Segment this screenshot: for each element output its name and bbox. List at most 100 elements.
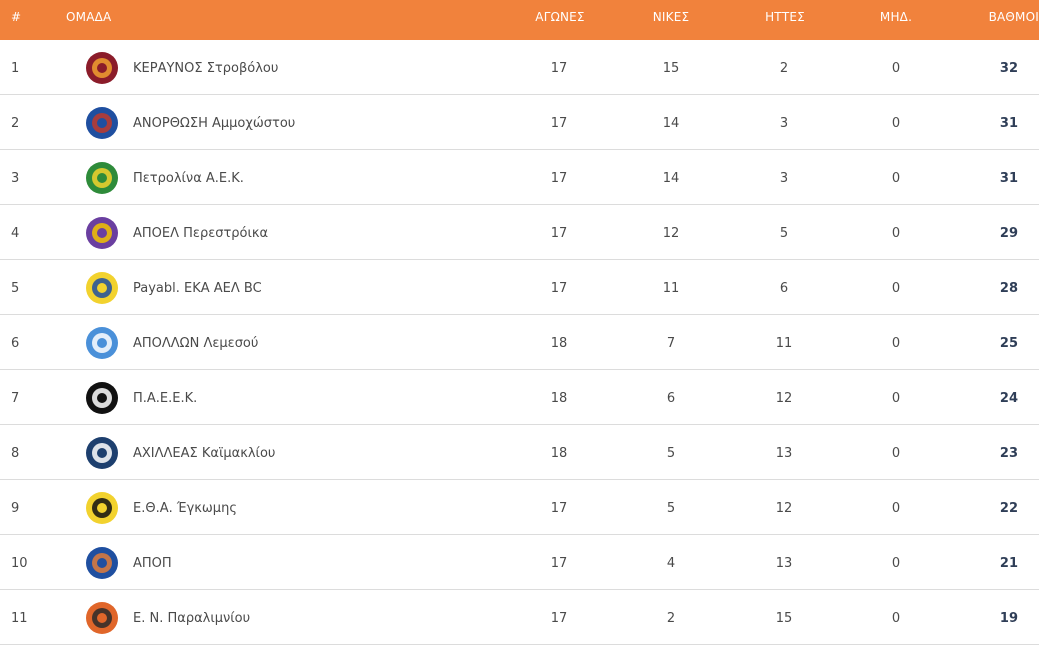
table-body: 1 ΚΕΡΑΥΝΟΣ Στροβόλου 17 15 2 0 32 2 ΑΝΟΡΘΩΣΗ Αμμ… xyxy=(0,40,1039,645)
team-name: ΚΕΡΑΥΝΟΣ Στροβόλου xyxy=(133,61,279,76)
draws-cell: 0 xyxy=(891,61,901,76)
achilleas-logo-icon xyxy=(83,433,121,471)
team-name: ΑΠΟΛΛΩΝ Λεμεσού xyxy=(133,336,259,351)
team-name: Ε. Ν. Παραλιμνίου xyxy=(133,611,251,626)
enp-logo-icon xyxy=(83,598,121,636)
rank-cell: 10 xyxy=(11,556,28,571)
etha-logo-icon xyxy=(83,488,121,526)
team-name: Ε.Θ.Α. Έγκωμης xyxy=(133,501,237,516)
table-row: 7 Π.Α.Ε.Ε.Κ. 18 6 12 0 24 xyxy=(0,370,1039,425)
rank-cell: 5 xyxy=(11,281,20,296)
draws-cell: 0 xyxy=(891,226,901,241)
aek-logo-icon xyxy=(83,158,121,196)
team-name: Payabl. ΕΚΑ ΑΕΛ BC xyxy=(133,281,262,296)
points-cell: 23 xyxy=(999,446,1018,461)
team-name: ΑΠΟΕΛ Περεστρόικα xyxy=(133,226,269,241)
draws-cell: 0 xyxy=(891,611,901,626)
wins-cell: 11 xyxy=(662,281,680,296)
header-wins: ΝΙΚΕΣ xyxy=(652,10,690,24)
wins-cell: 2 xyxy=(666,611,676,626)
played-cell: 18 xyxy=(550,446,568,461)
header-played: ΑΓΩΝΕΣ xyxy=(535,10,585,24)
points-cell: 29 xyxy=(999,226,1018,241)
team-name: ΑΝΟΡΘΩΣΗ Αμμοχώστου xyxy=(133,116,296,131)
wins-cell: 7 xyxy=(666,336,676,351)
apollon-logo-icon xyxy=(83,323,121,361)
table-row: 1 ΚΕΡΑΥΝΟΣ Στροβόλου 17 15 2 0 32 xyxy=(0,40,1039,95)
header-draws: ΜΗΔ. xyxy=(879,10,913,24)
wins-cell: 6 xyxy=(666,391,676,406)
draws-cell: 0 xyxy=(891,446,901,461)
losses-cell: 12 xyxy=(775,391,793,406)
wins-cell: 14 xyxy=(662,116,680,131)
played-cell: 17 xyxy=(550,611,568,626)
table-row: 11 Ε. Ν. Παραλιμνίου 17 2 15 0 19 xyxy=(0,590,1039,645)
losses-cell: 3 xyxy=(779,116,789,131)
points-cell: 32 xyxy=(999,61,1018,76)
rank-cell: 7 xyxy=(11,391,20,406)
rank-cell: 6 xyxy=(11,336,20,351)
played-cell: 18 xyxy=(550,391,568,406)
table-row: 2 ΑΝΟΡΘΩΣΗ Αμμοχώστου 17 14 3 0 31 xyxy=(0,95,1039,150)
played-cell: 17 xyxy=(550,501,568,516)
paeek-logo-icon xyxy=(83,378,121,416)
apoel-logo-icon xyxy=(83,213,121,251)
rank-cell: 11 xyxy=(11,611,28,626)
played-cell: 17 xyxy=(550,116,568,131)
played-cell: 17 xyxy=(550,61,568,76)
losses-cell: 11 xyxy=(775,336,793,351)
draws-cell: 0 xyxy=(891,391,901,406)
rank-cell: 8 xyxy=(11,446,20,461)
losses-cell: 13 xyxy=(775,446,793,461)
apop-logo-icon xyxy=(83,543,121,581)
losses-cell: 5 xyxy=(779,226,789,241)
played-cell: 17 xyxy=(550,226,568,241)
points-cell: 25 xyxy=(999,336,1018,351)
header-losses: ΗΤΤΕΣ xyxy=(765,10,805,24)
wins-cell: 12 xyxy=(662,226,680,241)
header-team: ΟΜΑΔΑ xyxy=(66,10,112,24)
team-name: Πετρολίνα Α.Ε.Κ. xyxy=(133,171,244,186)
wins-cell: 15 xyxy=(662,61,680,76)
losses-cell: 2 xyxy=(779,61,789,76)
rank-cell: 1 xyxy=(11,61,20,76)
table-row: 8 ΑΧΙΛΛΕΑΣ Καϊμακλίου 18 5 13 0 23 xyxy=(0,425,1039,480)
losses-cell: 13 xyxy=(775,556,793,571)
losses-cell: 12 xyxy=(775,501,793,516)
team-name: Π.Α.Ε.Ε.Κ. xyxy=(133,391,198,406)
points-cell: 28 xyxy=(999,281,1018,296)
draws-cell: 0 xyxy=(891,501,901,516)
ael-logo-icon xyxy=(83,268,121,306)
team-name: ΑΠΟΠ xyxy=(133,556,172,571)
wins-cell: 14 xyxy=(662,171,680,186)
points-cell: 24 xyxy=(999,391,1018,406)
points-cell: 31 xyxy=(999,171,1018,186)
points-cell: 31 xyxy=(999,116,1018,131)
points-cell: 22 xyxy=(999,501,1018,516)
keravnos-logo-icon xyxy=(83,48,121,86)
draws-cell: 0 xyxy=(891,116,901,131)
table-row: 3 Πετρολίνα Α.Ε.Κ. 17 14 3 0 31 xyxy=(0,150,1039,205)
header-points: ΒΑΘΜΟΙ xyxy=(988,10,1039,24)
table-row: 10 ΑΠΟΠ 17 4 13 0 21 xyxy=(0,535,1039,590)
header-rank: # xyxy=(11,10,22,24)
wins-cell: 5 xyxy=(666,501,676,516)
draws-cell: 0 xyxy=(891,281,901,296)
table-header: # ΟΜΑΔΑ ΑΓΩΝΕΣ ΝΙΚΕΣ ΗΤΤΕΣ ΜΗΔ. ΒΑΘΜΟΙ xyxy=(0,0,1039,40)
points-cell: 19 xyxy=(999,611,1018,626)
played-cell: 17 xyxy=(550,171,568,186)
rank-cell: 9 xyxy=(11,501,20,516)
table-row: 4 ΑΠΟΕΛ Περεστρόικα 17 12 5 0 29 xyxy=(0,205,1039,260)
rank-cell: 3 xyxy=(11,171,20,186)
rank-cell: 2 xyxy=(11,116,20,131)
draws-cell: 0 xyxy=(891,171,901,186)
anorthosis-logo-icon xyxy=(83,103,121,141)
rank-cell: 4 xyxy=(11,226,20,241)
played-cell: 17 xyxy=(550,556,568,571)
wins-cell: 4 xyxy=(666,556,676,571)
losses-cell: 15 xyxy=(775,611,793,626)
losses-cell: 3 xyxy=(779,171,789,186)
table-row: 9 Ε.Θ.Α. Έγκωμης 17 5 12 0 22 xyxy=(0,480,1039,535)
table-row: 6 ΑΠΟΛΛΩΝ Λεμεσού 18 7 11 0 25 xyxy=(0,315,1039,370)
